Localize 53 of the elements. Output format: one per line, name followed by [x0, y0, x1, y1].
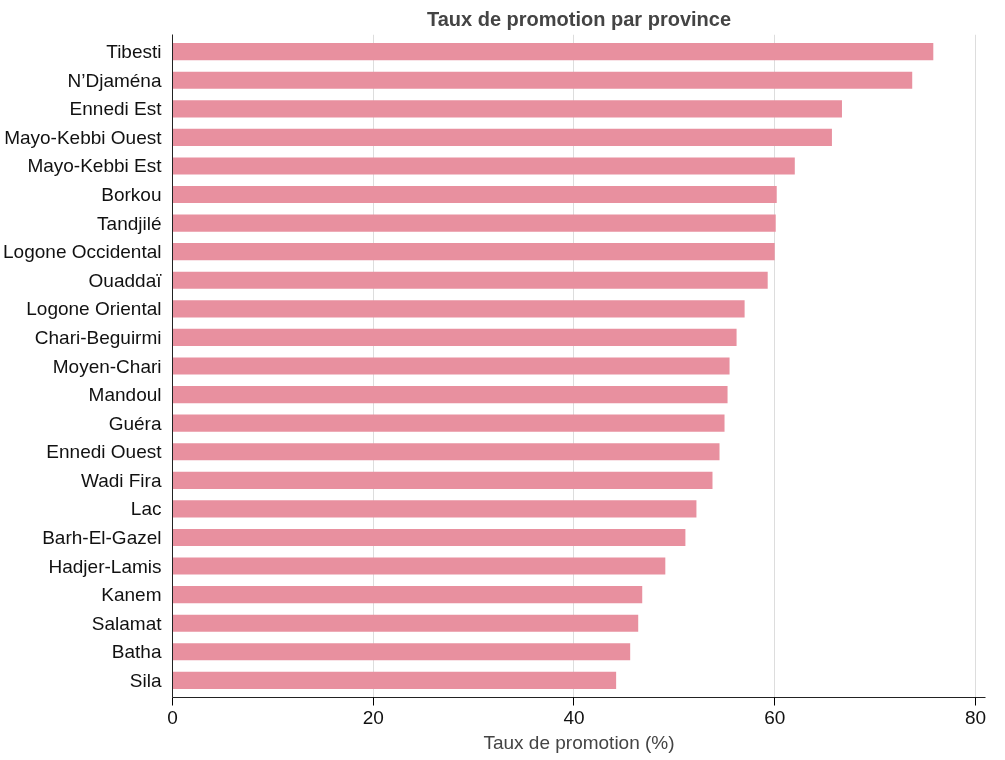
y-tick-label: Batha — [111, 641, 162, 663]
bar — [172, 185, 777, 204]
bar — [172, 443, 720, 461]
bar — [172, 43, 934, 61]
bar — [172, 500, 697, 518]
bar — [172, 643, 631, 661]
bar — [172, 671, 617, 689]
x-tick-label: 20 — [362, 706, 384, 728]
y-tick-label: Borkou — [101, 184, 162, 206]
x-axis-title: Taux de promotion (%) — [483, 731, 675, 753]
bar — [172, 471, 713, 489]
y-tick-label: Hadjer-Lamis — [48, 555, 162, 577]
y-tick-label: Logone Occidental — [3, 241, 162, 263]
y-tick-label: Moyen-Chari — [52, 355, 162, 377]
bar — [172, 100, 842, 118]
y-tick-label: Wadi Fira — [80, 469, 162, 491]
bar — [172, 328, 737, 346]
y-tick-label: Chari-Beguirmi — [34, 326, 162, 348]
x-tick-label: 0 — [167, 706, 178, 728]
bar — [172, 614, 639, 632]
y-tick-label: Tibesti — [106, 41, 162, 63]
bar — [172, 214, 776, 232]
bar — [172, 386, 728, 404]
y-tick-label: Mandoul — [88, 384, 162, 406]
bar — [172, 71, 913, 89]
y-tick-label: Tandjilé — [97, 212, 162, 234]
y-tick-label: Barh-El-Gazel — [42, 526, 162, 548]
y-tick-label: Ouaddaï — [88, 269, 163, 291]
bar — [172, 528, 686, 547]
bar — [172, 357, 730, 375]
x-tick-label: 60 — [764, 706, 786, 728]
y-tick-label: Sila — [129, 669, 162, 691]
y-tick-label: Mayo-Kebbi Est — [27, 155, 163, 177]
bar — [172, 128, 832, 146]
y-tick-label: N’Djaména — [67, 69, 162, 91]
y-tick-label: Guéra — [108, 412, 162, 434]
y-tick-label: Lac — [130, 498, 162, 520]
y-tick-label: Ennedi Est — [69, 98, 163, 120]
y-tick-label: Ennedi Ouest — [46, 441, 163, 463]
chart-title: Taux de promotion par province — [426, 7, 732, 30]
bar — [172, 414, 725, 432]
x-tick-label: 80 — [964, 706, 987, 728]
bar — [172, 157, 795, 175]
y-tick-label: Salamat — [91, 612, 163, 634]
y-tick-label: Logone Oriental — [26, 298, 162, 320]
bar — [172, 243, 775, 261]
bar — [172, 586, 643, 604]
y-tick-label: Mayo-Kebbi Ouest — [4, 126, 163, 148]
bar — [172, 300, 745, 318]
bar — [172, 557, 666, 575]
x-tick-label: 40 — [563, 706, 585, 728]
y-tick-label: Kanem — [101, 584, 162, 606]
bar — [172, 271, 768, 289]
